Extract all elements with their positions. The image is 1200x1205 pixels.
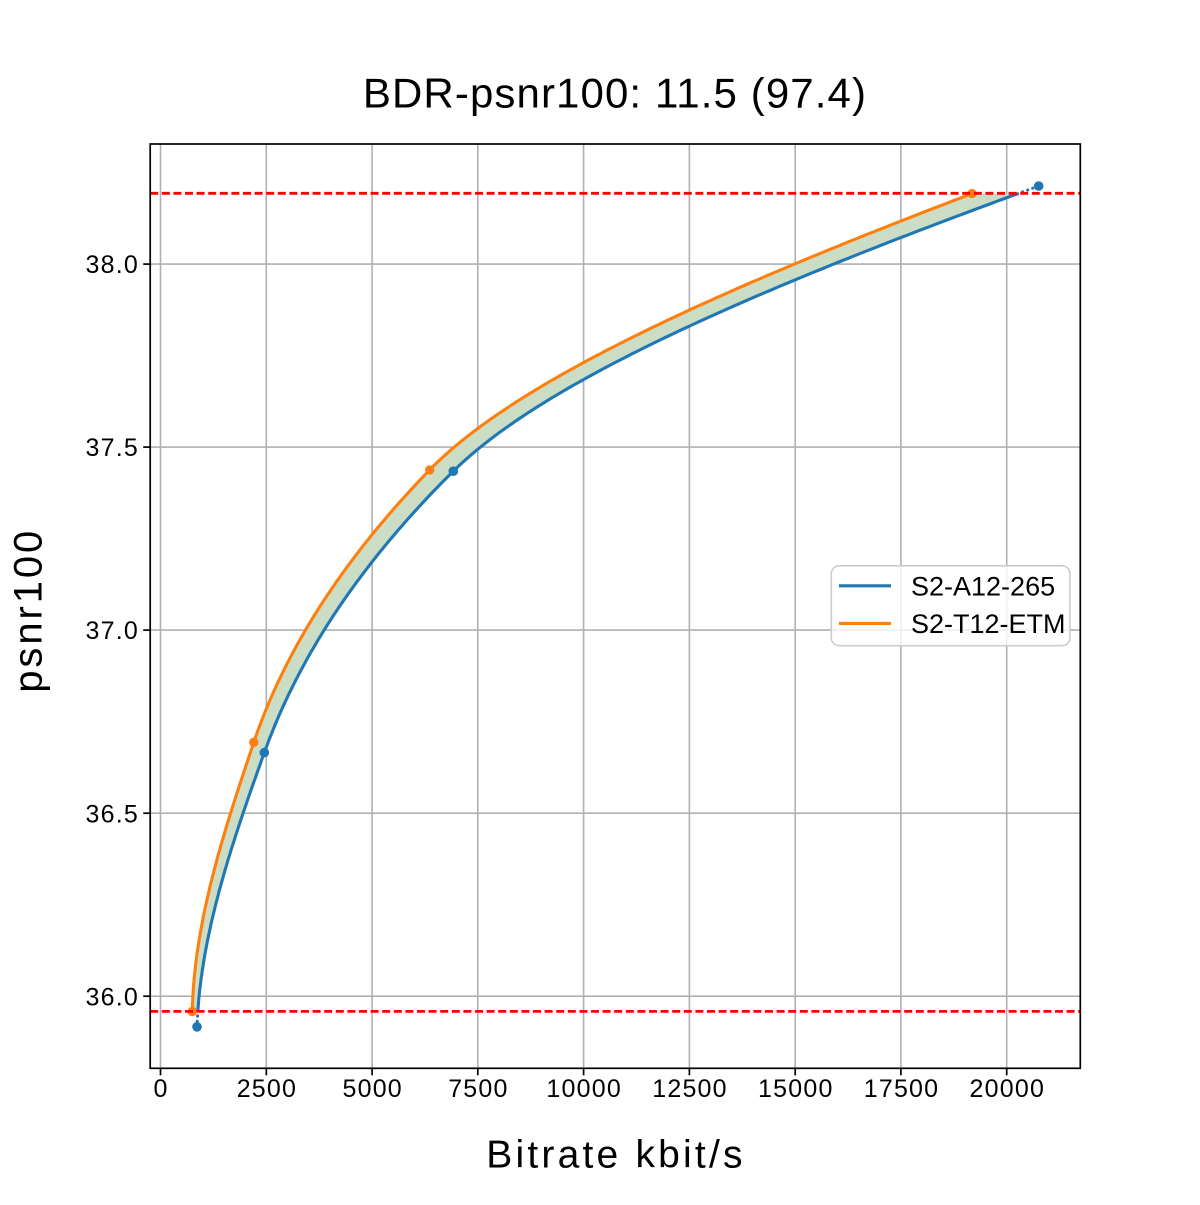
svg-text:15000: 15000 bbox=[758, 1075, 834, 1103]
svg-text:12500: 12500 bbox=[652, 1075, 728, 1103]
svg-text:BDR-psnr100: 11.5 (97.4): BDR-psnr100: 11.5 (97.4) bbox=[363, 70, 867, 117]
svg-text:17500: 17500 bbox=[864, 1075, 940, 1103]
svg-text:38.0: 38.0 bbox=[86, 251, 139, 279]
svg-text:20000: 20000 bbox=[970, 1075, 1046, 1103]
svg-text:37.5: 37.5 bbox=[86, 434, 139, 462]
svg-text:36.5: 36.5 bbox=[86, 800, 139, 828]
svg-text:0: 0 bbox=[154, 1075, 169, 1103]
svg-text:psnr100: psnr100 bbox=[6, 528, 50, 693]
svg-text:5000: 5000 bbox=[342, 1075, 402, 1103]
svg-text:36.0: 36.0 bbox=[86, 983, 139, 1011]
svg-text:Bitrate kbit/s: Bitrate kbit/s bbox=[486, 1134, 745, 1177]
svg-text:10000: 10000 bbox=[546, 1075, 622, 1103]
svg-text:S2-T12-ETM: S2-T12-ETM bbox=[911, 609, 1066, 639]
svg-text:37.0: 37.0 bbox=[86, 617, 139, 645]
svg-text:2500: 2500 bbox=[237, 1075, 297, 1103]
svg-text:S2-A12-265: S2-A12-265 bbox=[911, 571, 1055, 601]
svg-text:7500: 7500 bbox=[448, 1075, 508, 1103]
